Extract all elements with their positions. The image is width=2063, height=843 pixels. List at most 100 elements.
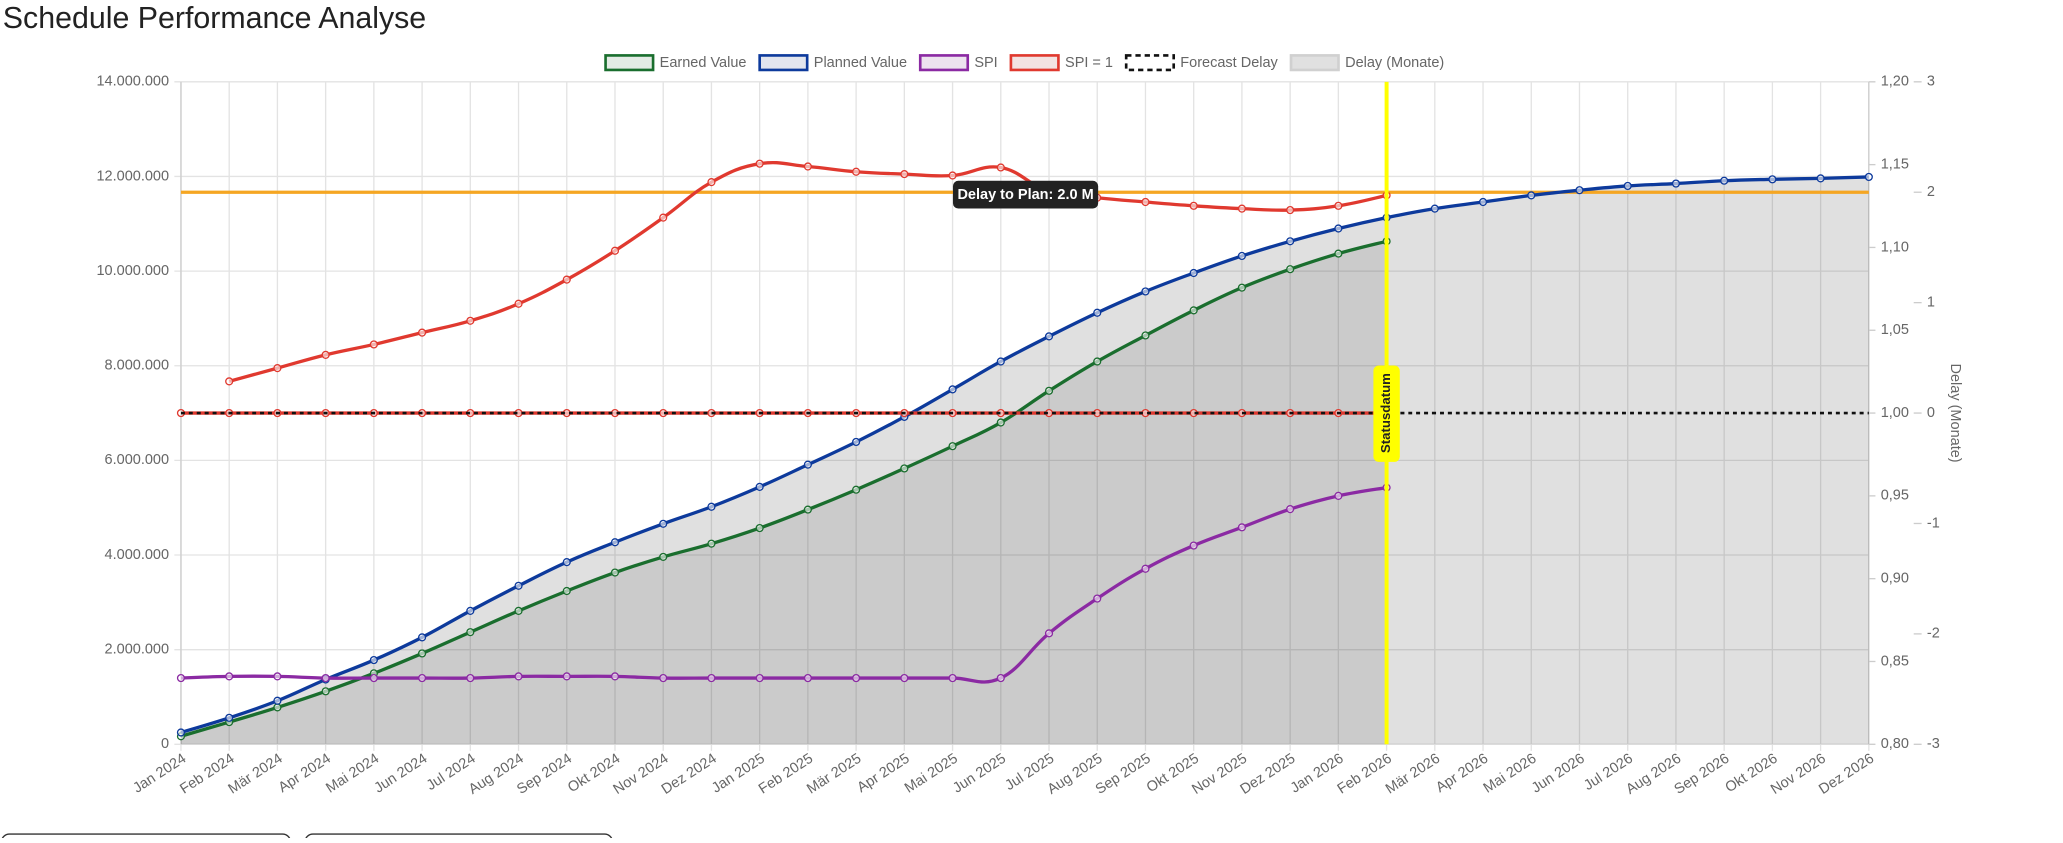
- point: [707, 502, 716, 511]
- point: [562, 275, 571, 284]
- point: [803, 460, 812, 469]
- y3-axis-title: Delay (Monate): [1947, 363, 1963, 462]
- legend-label: SPI: [974, 55, 997, 71]
- x-tick-label: Mai 2025: [902, 751, 961, 797]
- point: [562, 586, 571, 596]
- point: [321, 687, 330, 696]
- y3-tick-label: 2: [1927, 184, 1935, 200]
- point: [1864, 172, 1873, 182]
- y2-tick-label: 0,90: [1881, 571, 1909, 587]
- y3-tick-label: -2: [1927, 626, 1940, 642]
- point: [514, 581, 523, 590]
- point: [1334, 201, 1343, 210]
- point: [1237, 251, 1247, 261]
- point: [562, 558, 571, 567]
- x-tick-label: Sep 2026: [1672, 751, 1733, 798]
- point: [948, 385, 957, 394]
- point: [755, 482, 764, 491]
- point: [659, 552, 668, 562]
- point: [707, 178, 716, 187]
- point: [1093, 594, 1102, 603]
- point: [1237, 523, 1247, 532]
- point: [948, 673, 957, 683]
- point: [900, 673, 909, 683]
- point: [755, 673, 764, 683]
- x-tick-label: Dez 2026: [1816, 751, 1877, 798]
- point: [321, 673, 330, 683]
- point: [273, 696, 282, 705]
- button[interactable]: [0, 833, 292, 843]
- point: [1189, 306, 1198, 315]
- point: [996, 673, 1005, 683]
- point: [225, 672, 234, 681]
- y-tick-label: 8.000.000: [105, 358, 170, 374]
- point: [225, 377, 234, 386]
- legend-label: Planned Value: [814, 55, 907, 71]
- legend-swatch: [1289, 54, 1340, 72]
- x-tick-label: Mär 2026: [1383, 751, 1443, 798]
- y2-tick-label: 0,85: [1881, 653, 1909, 669]
- point: [176, 728, 186, 737]
- point: [466, 673, 475, 683]
- point: [996, 418, 1005, 427]
- y3-tick-label: 3: [1927, 74, 1935, 90]
- x-tick-label: Mai 2026: [1481, 751, 1540, 797]
- tooltip-text: Delay to Plan: 2.0 M: [957, 187, 1093, 203]
- button[interactable]: [304, 833, 614, 843]
- point: [273, 672, 282, 681]
- y2-tick-label: 1,00: [1881, 405, 1909, 421]
- point: [1141, 564, 1150, 573]
- x-tick-label: Mai 2024: [323, 751, 382, 797]
- point: [707, 673, 716, 683]
- point: [1189, 268, 1198, 278]
- point: [1093, 357, 1102, 366]
- x-tick-label: Jun 2024: [372, 751, 431, 797]
- point: [948, 171, 957, 180]
- point: [273, 364, 282, 373]
- point: [1141, 287, 1150, 296]
- legend-swatch: [1124, 54, 1176, 72]
- point: [514, 672, 523, 681]
- point: [803, 673, 812, 683]
- point: [1189, 201, 1198, 210]
- x-tick-label: Mär 2024: [226, 751, 286, 798]
- point: [755, 159, 764, 168]
- point: [514, 606, 523, 615]
- point: [1286, 237, 1295, 246]
- x-tick-label: Jun 2025: [950, 751, 1009, 797]
- point: [466, 628, 475, 637]
- x-tick-label: Sep 2025: [1093, 751, 1154, 798]
- area: [180, 241, 1387, 745]
- point: [1816, 174, 1825, 183]
- y-tick-label: 10.000.000: [97, 263, 170, 279]
- point: [996, 357, 1005, 366]
- legend-swatch: [604, 54, 655, 72]
- point: [466, 316, 475, 325]
- legend-label: Earned Value: [660, 55, 747, 71]
- y-tick-label: 14.000.000: [97, 74, 170, 90]
- x-tick-label: Sep 2024: [514, 751, 575, 798]
- y-tick-label: 2.000.000: [105, 641, 170, 657]
- point: [417, 633, 427, 642]
- legend: Earned Value Planned Value SPI SPI = 1 Forec…: [604, 54, 1444, 72]
- y2-tick-label: 0,80: [1881, 736, 1909, 752]
- point: [225, 713, 234, 722]
- point: [514, 299, 523, 308]
- point: [900, 170, 909, 179]
- point: [610, 246, 620, 255]
- point: [273, 703, 282, 712]
- y-tick-label: 12.000.000: [97, 168, 170, 184]
- point: [369, 340, 378, 349]
- y3-tick-label: -1: [1927, 515, 1940, 531]
- point: [852, 167, 861, 176]
- point: [948, 442, 957, 451]
- point: [1093, 308, 1102, 317]
- point: [852, 485, 861, 494]
- point: [852, 673, 861, 683]
- point: [1286, 265, 1295, 274]
- legend-label: SPI = 1: [1065, 55, 1113, 71]
- point: [610, 672, 620, 681]
- y2-tick-label: 1,05: [1881, 322, 1909, 338]
- y2-tick-label: 1,10: [1881, 239, 1909, 255]
